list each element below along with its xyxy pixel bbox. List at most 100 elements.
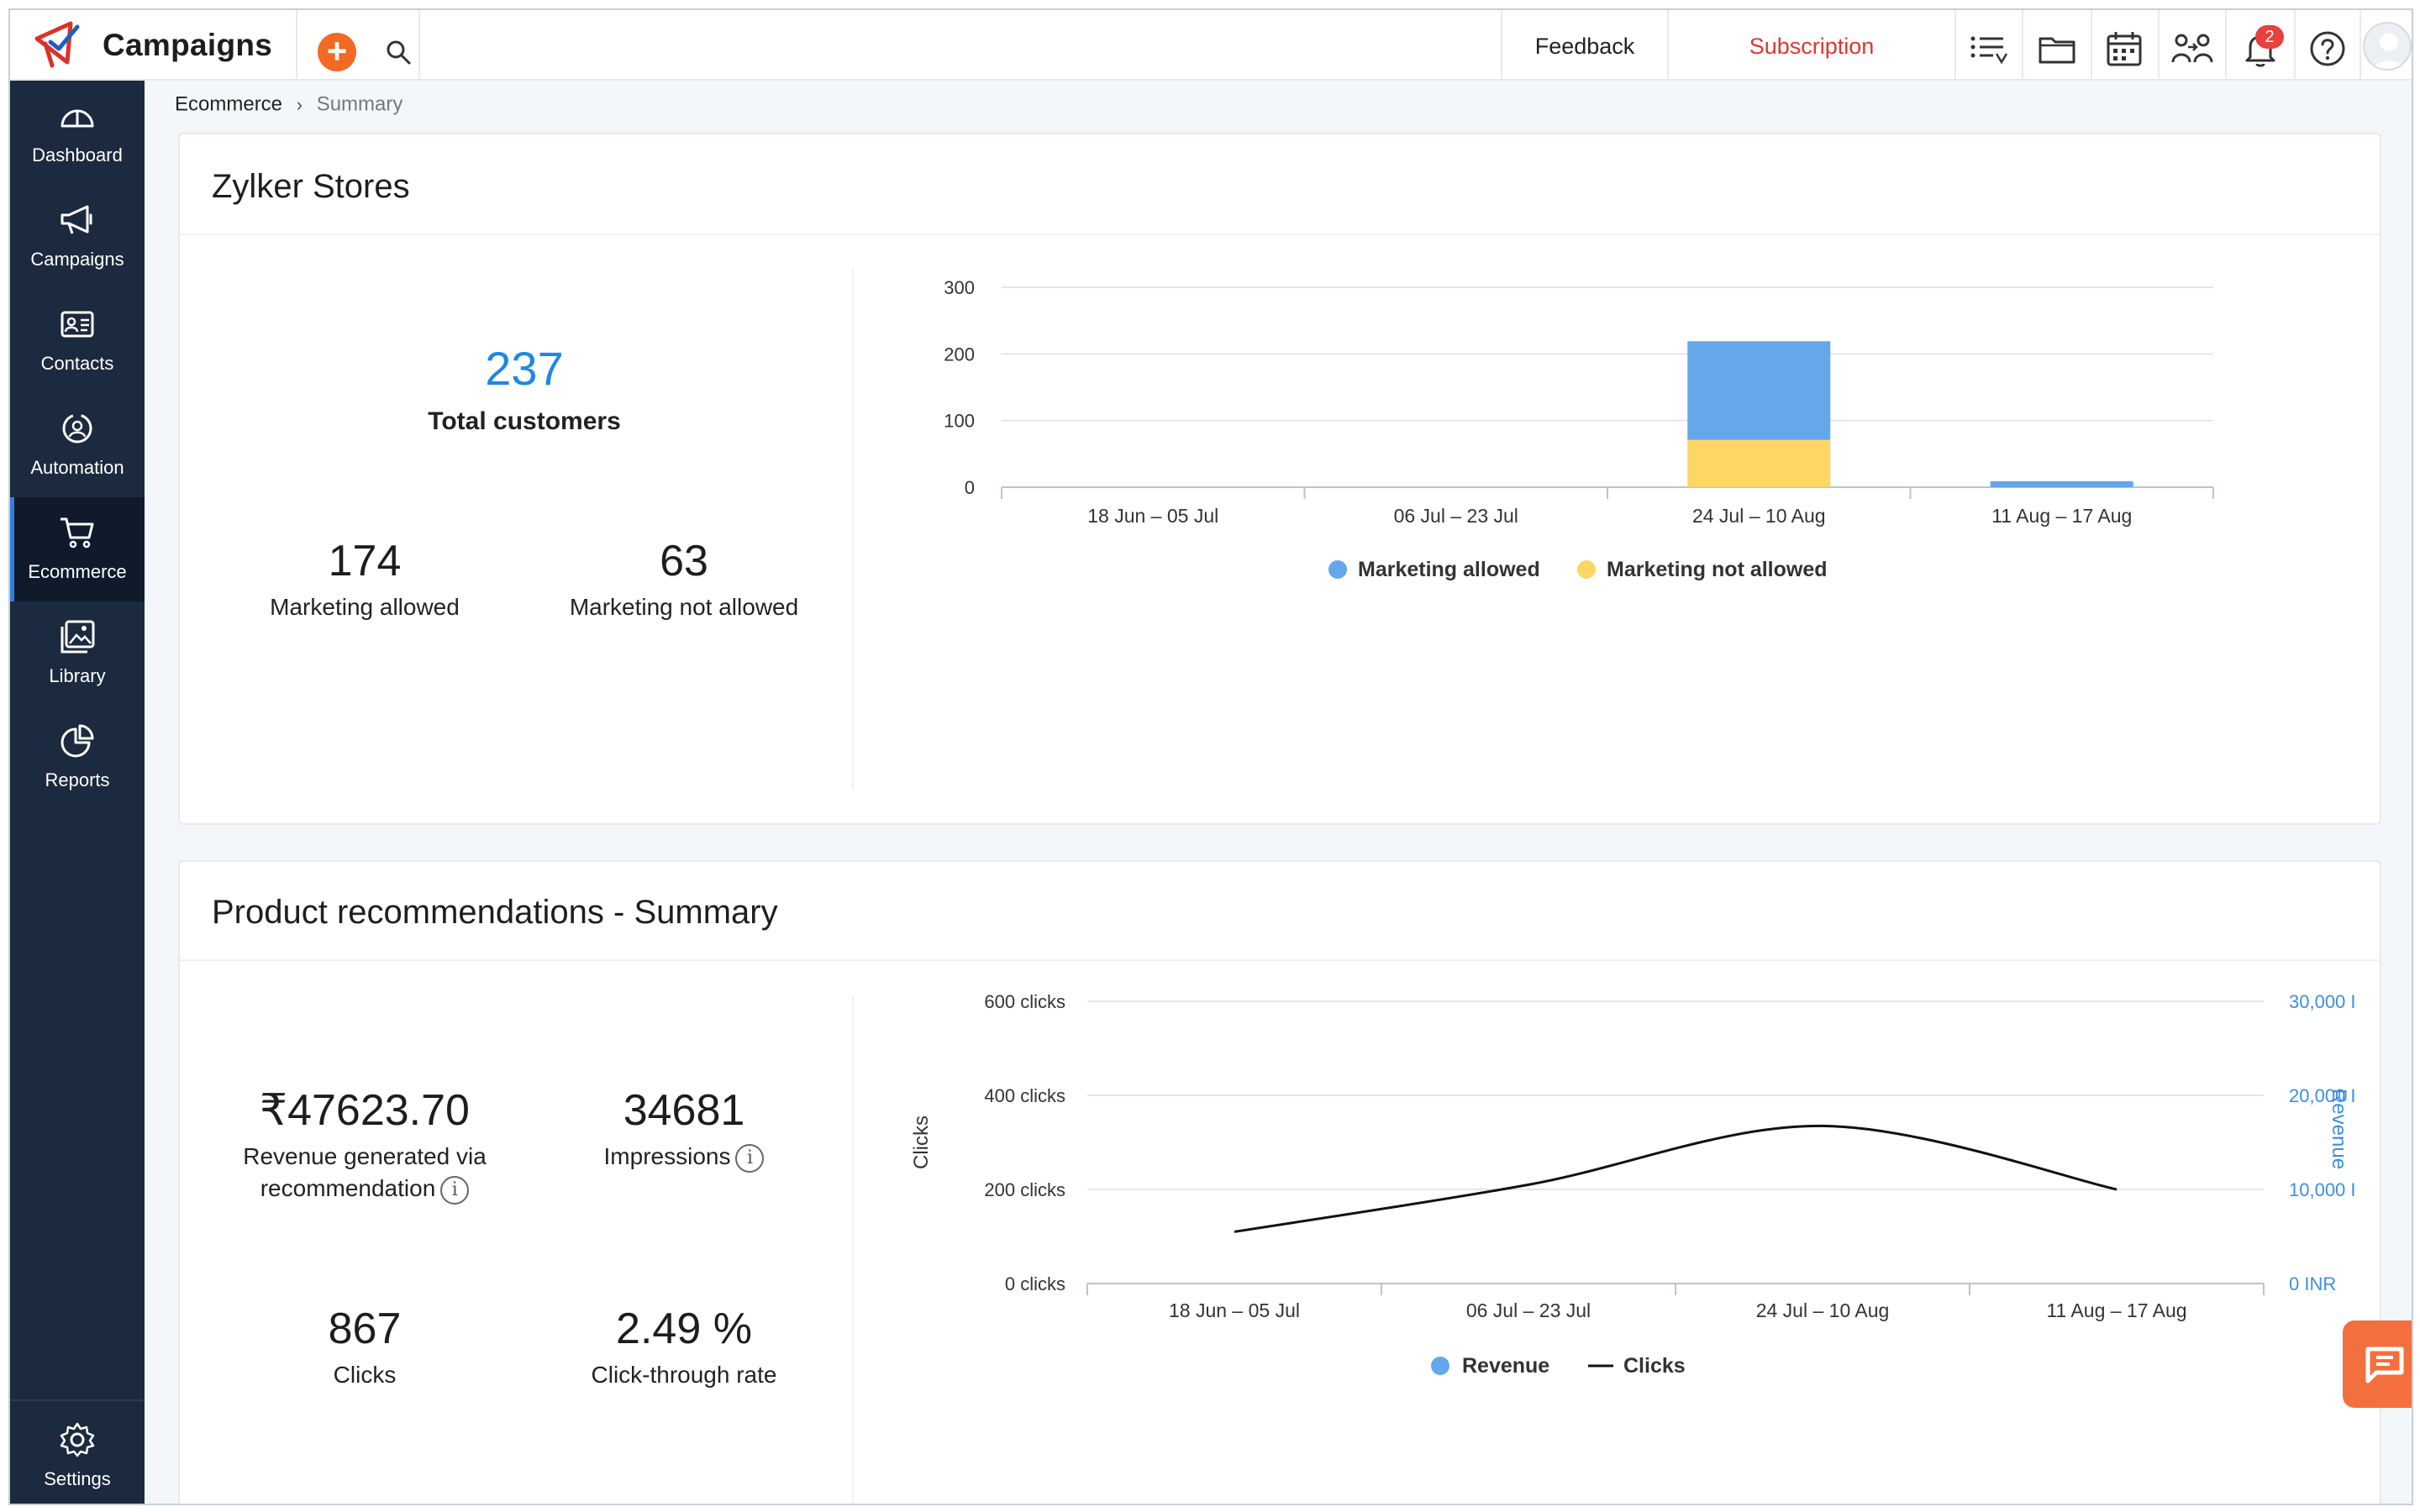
add-button[interactable]: + [318,33,356,71]
info-icon[interactable]: i [735,1143,765,1173]
clicks-label: Clicks [333,1362,397,1388]
revenue-label: Revenue generated via recommendation i [213,1141,516,1205]
sidebar-item-dashboard[interactable]: Dashboard [10,81,145,185]
sidebar-item-label: Ecommerce [28,561,127,582]
breadcrumb-separator: › [296,93,303,115]
search-button[interactable] [385,39,412,70]
contact-card-icon [60,311,94,338]
pie-chart-icon [60,724,94,758]
divider [2225,10,2227,81]
users-button[interactable] [2171,29,2213,69]
recommendations-card: Product recommendations - Summary ₹47623… [178,860,2381,1504]
help-button[interactable] [2307,29,2348,69]
sidebar-item-label: Settings [44,1468,111,1489]
legend-label: Revenue [1462,1354,1549,1378]
card-title: Product recommendations - Summary [212,894,778,931]
divider [2158,10,2160,81]
app-title: Campaigns [103,28,273,62]
sidebar-item-automation[interactable]: Automation [10,393,145,497]
sidebar-item-label: Automation [30,457,124,478]
ctr-value: 2.49 % [616,1305,752,1353]
divider [2091,10,2092,81]
y-tick-label: 300 [944,277,975,298]
total-customers-stat: 237 Total customers [348,341,701,438]
sidebar-item-ecommerce[interactable]: Ecommerce [10,497,145,601]
card-divider [180,959,2380,961]
bar-marketing-allowed [1990,480,2133,487]
card-divider [180,234,2380,235]
divider [418,10,420,81]
breadcrumb: Ecommerce › Summary [175,92,402,117]
total-customers-value: 237 [485,342,564,395]
notification-badge: 2 [2255,25,2284,49]
legend-marker [1431,1357,1449,1375]
sidebar-item-label: Contacts [40,353,114,374]
calendar-button[interactable] [2104,29,2144,69]
revenue-stat: ₹47623.70 Revenue generated via recommen… [213,1085,516,1205]
sidebar-item-label: Campaigns [30,249,124,270]
breadcrumb-parent[interactable]: Ecommerce [175,92,283,116]
marketing-allowed-value: 174 [328,537,402,585]
marketing-allowed-stat: 174 Marketing allowed [213,536,516,623]
revenue-label-line2: recommendation [260,1175,436,1201]
legend-label: Marketing allowed [1358,558,1540,581]
marketing-not-allowed-value: 63 [660,537,708,585]
impressions-label: Impressions [603,1143,731,1169]
y2-tick-label: 20,000 INR [2289,1085,2356,1106]
sidebar-item-campaigns[interactable]: Campaigns [10,185,145,289]
customers-bar-chart: 0 100 200 300 18 Jun – 05 Jul 06 Jul – 23 Jul… [944,277,2214,581]
revenue-value: ₹47623.70 [260,1086,470,1135]
bar-marketing-not-allowed [1687,439,1831,487]
bar-marketing-allowed [1687,341,1831,440]
sidebar-item-library[interactable]: Library [10,601,145,706]
legend-label: Clicks [1623,1354,1686,1378]
chat-button[interactable] [2343,1320,2412,1408]
folder-icon [2039,37,2075,64]
legend-marker [1328,560,1347,579]
divider [2022,10,2023,81]
clicks-value: 867 [328,1305,402,1353]
feedback-link[interactable]: Feedback [1534,34,1635,59]
gear-icon [60,1422,95,1457]
marketing-not-allowed-stat: 63 Marketing not allowed [533,536,835,623]
top-bar: Campaigns + Feedback Subscription [10,10,2412,81]
info-icon[interactable]: i [440,1175,470,1205]
x-tick-label: 18 Jun – 05 Jul [1087,505,1218,527]
x-tick-label: 18 Jun – 05 Jul [1169,1299,1300,1321]
divider [1954,10,1956,81]
x-tick-label: 06 Jul – 23 Jul [1466,1299,1591,1321]
megaphone-icon [60,205,92,234]
sidebar: Dashboard Campaigns Contacts [10,81,145,1504]
total-customers-label: Total customers [428,407,621,435]
divider [1501,10,1502,81]
legend-marker [1577,560,1596,579]
avatar-icon [2372,33,2406,69]
folder-button[interactable] [2037,29,2077,69]
y-tick-label: 100 [944,411,975,432]
sidebar-item-settings[interactable]: Settings [10,1406,145,1504]
subscription-link[interactable]: Subscription [1749,34,1875,59]
sidebar-item-label: Library [49,665,106,686]
x-tick-label: 06 Jul – 23 Jul [1394,505,1518,527]
cart-icon [60,517,94,549]
chat-icon [2365,1347,2404,1383]
y2-axis-title: Revenue [2328,1089,2350,1169]
y-tick-label: 200 [944,344,975,365]
sidebar-item-contacts[interactable]: Contacts [10,289,145,393]
x-tick-label: 24 Jul – 10 Aug [1692,505,1826,527]
sidebar-item-label: Reports [45,769,110,790]
ctr-stat: 2.49 % Click-through rate [533,1304,835,1391]
legend-label: Marketing not allowed [1607,558,1828,581]
card-title: Zylker Stores [212,168,410,205]
sidebar-item-label: Dashboard [32,144,123,165]
x-tick-label: 24 Jul – 10 Aug [1756,1299,1890,1321]
list-button[interactable] [1968,29,2008,69]
user-avatar[interactable] [2363,22,2412,71]
logo-icon [34,21,80,68]
brand[interactable]: Campaigns [34,20,272,71]
sidebar-item-reports[interactable]: Reports [10,706,145,810]
automation-icon [62,413,92,444]
divider [296,10,297,81]
x-tick-label: 11 Aug – 17 Aug [1991,505,2132,527]
y-tick-label: 400 clicks [984,1085,1065,1106]
